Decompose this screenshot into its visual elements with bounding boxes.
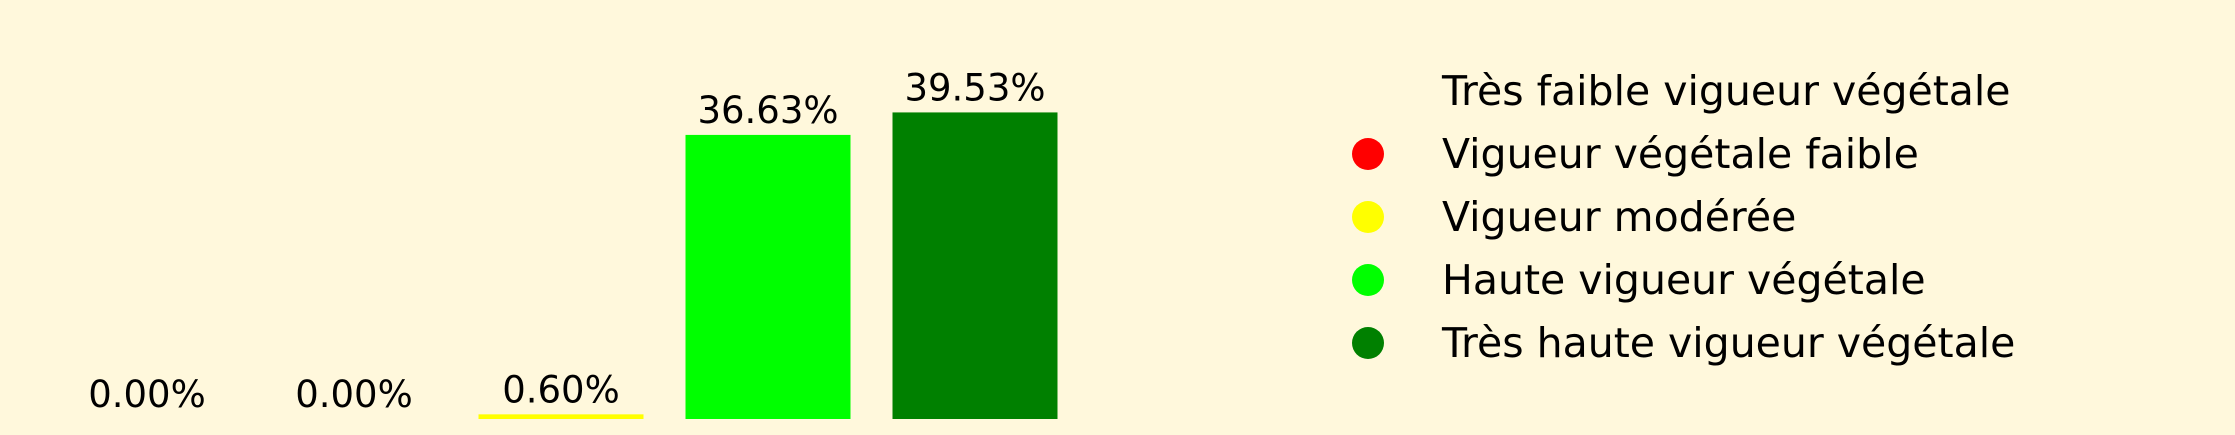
legend-swatch-icon: [1352, 75, 1384, 107]
legend-swatch-icon: [1352, 264, 1384, 296]
bar-value-label: 36.63%: [697, 89, 838, 132]
legend-label: Vigueur modérée: [1442, 193, 1797, 241]
legend-item-tres-haute: Très haute vigueur végétale: [1340, 312, 2015, 375]
legend-label: Haute vigueur végétale: [1442, 256, 1926, 304]
bar-value-label: 39.53%: [904, 66, 1045, 109]
bar-value-label: 0.60%: [502, 368, 620, 411]
legend-item-moderee: Vigueur modérée: [1340, 186, 2015, 249]
legend-swatch-icon: [1352, 201, 1384, 233]
legend-label: Très faible vigueur végétale: [1442, 67, 2011, 115]
legend-swatch-icon: [1352, 138, 1384, 170]
bar-value-label: 0.00%: [88, 373, 206, 416]
bar: [478, 414, 644, 419]
bar: [685, 134, 851, 419]
bar: [892, 112, 1058, 420]
legend-item-tres-faible: Très faible vigueur végétale: [1340, 60, 2015, 123]
legend-item-faible: Vigueur végétale faible: [1340, 123, 2015, 186]
legend-swatch-icon: [1352, 327, 1384, 359]
legend-item-haute: Haute vigueur végétale: [1340, 249, 2015, 312]
bar-value-label: 0.00%: [295, 373, 413, 416]
legend-label: Vigueur végétale faible: [1442, 130, 1919, 178]
legend: Très faible vigueur végétale Vigueur vég…: [1340, 60, 2015, 375]
legend-label: Très haute vigueur végétale: [1442, 319, 2016, 367]
bar-chart: 0.00% 0.00% 0.60% 36.63% 39.53%: [88, 66, 1058, 420]
